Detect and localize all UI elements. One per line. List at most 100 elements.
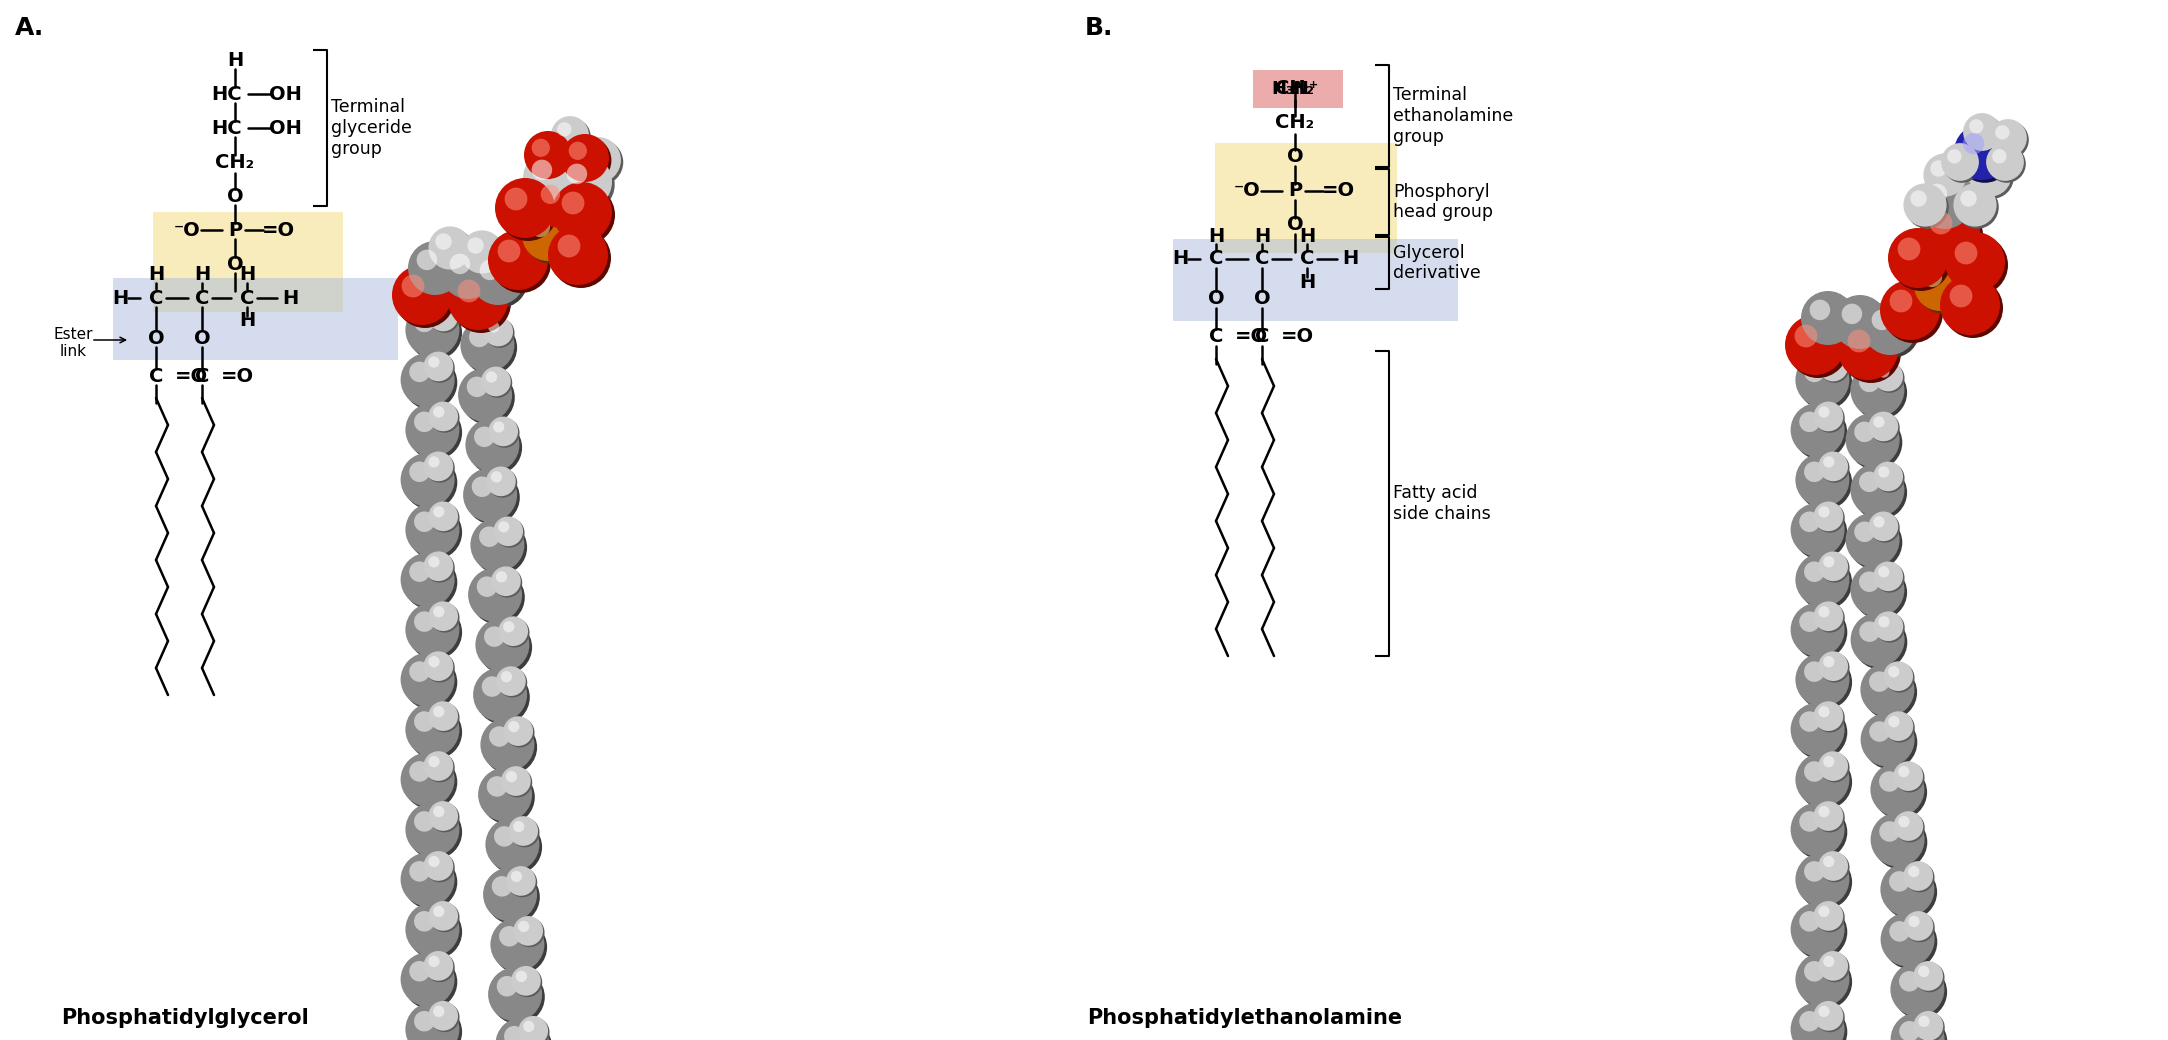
- Circle shape: [509, 817, 540, 848]
- Circle shape: [1943, 145, 1982, 183]
- Circle shape: [1799, 911, 1819, 932]
- Circle shape: [525, 131, 572, 179]
- Circle shape: [518, 920, 529, 932]
- Circle shape: [1819, 1006, 1830, 1017]
- Text: =O: =O: [262, 220, 295, 239]
- Circle shape: [1819, 651, 1847, 681]
- Text: H: H: [147, 265, 165, 285]
- Circle shape: [1819, 451, 1847, 482]
- Circle shape: [1875, 563, 1904, 593]
- Circle shape: [1867, 304, 1919, 358]
- Circle shape: [1914, 1013, 1945, 1040]
- Circle shape: [496, 668, 527, 698]
- Circle shape: [1851, 363, 1904, 417]
- Circle shape: [444, 248, 499, 302]
- Circle shape: [1795, 853, 1849, 907]
- Circle shape: [1819, 551, 1847, 581]
- Circle shape: [429, 556, 440, 568]
- Circle shape: [473, 476, 492, 497]
- Circle shape: [1860, 662, 1914, 717]
- Text: H: H: [1342, 250, 1357, 268]
- Circle shape: [1943, 278, 2003, 338]
- Circle shape: [583, 145, 601, 162]
- Circle shape: [1962, 113, 2001, 151]
- Circle shape: [555, 139, 572, 157]
- Circle shape: [1819, 753, 1849, 782]
- Circle shape: [449, 254, 470, 275]
- Circle shape: [555, 185, 616, 245]
- Circle shape: [1862, 666, 1917, 720]
- Circle shape: [1854, 566, 1908, 620]
- Circle shape: [488, 967, 542, 1021]
- Circle shape: [1862, 301, 1917, 355]
- Circle shape: [1880, 862, 1934, 916]
- Text: H: H: [1253, 227, 1270, 245]
- Circle shape: [429, 603, 460, 632]
- Circle shape: [1919, 966, 1930, 978]
- Circle shape: [1888, 717, 1899, 727]
- Circle shape: [434, 606, 444, 618]
- Circle shape: [1914, 1011, 1943, 1040]
- Text: C: C: [1255, 328, 1268, 346]
- Circle shape: [429, 856, 440, 867]
- Circle shape: [546, 132, 594, 178]
- Text: H: H: [1299, 227, 1316, 245]
- Circle shape: [1962, 133, 1984, 154]
- Circle shape: [483, 626, 505, 647]
- Circle shape: [468, 568, 522, 622]
- Text: P: P: [1288, 182, 1303, 201]
- Circle shape: [1793, 505, 1847, 560]
- Circle shape: [408, 241, 462, 295]
- Circle shape: [481, 367, 512, 396]
- Circle shape: [429, 803, 460, 832]
- Circle shape: [1862, 716, 1917, 770]
- Circle shape: [470, 518, 525, 572]
- Circle shape: [1927, 184, 1947, 204]
- Circle shape: [1838, 320, 1897, 380]
- Circle shape: [1845, 413, 1899, 467]
- Text: HC: HC: [212, 84, 243, 104]
- Text: C: C: [241, 288, 254, 308]
- Circle shape: [405, 603, 460, 656]
- Text: O: O: [228, 186, 243, 206]
- Circle shape: [503, 1025, 525, 1040]
- Circle shape: [1819, 953, 1849, 982]
- Circle shape: [568, 141, 588, 160]
- Circle shape: [423, 651, 453, 681]
- Circle shape: [475, 618, 529, 672]
- Circle shape: [429, 503, 460, 532]
- Circle shape: [1906, 862, 1934, 892]
- Text: H₃N⁺: H₃N⁺: [1270, 80, 1318, 98]
- Circle shape: [410, 362, 429, 382]
- Circle shape: [1804, 861, 1825, 882]
- Circle shape: [492, 876, 512, 896]
- Circle shape: [1799, 412, 1819, 432]
- Circle shape: [1854, 421, 1875, 442]
- Circle shape: [429, 457, 440, 468]
- Circle shape: [1880, 822, 1899, 841]
- Circle shape: [1797, 555, 1851, 609]
- Text: C: C: [150, 366, 163, 386]
- Circle shape: [1871, 812, 1925, 866]
- Circle shape: [405, 703, 460, 757]
- Text: ⁻O: ⁻O: [1234, 182, 1260, 201]
- Circle shape: [408, 605, 462, 659]
- Text: OH: OH: [269, 84, 301, 104]
- Circle shape: [414, 612, 434, 632]
- Circle shape: [410, 761, 429, 782]
- Circle shape: [1804, 761, 1825, 782]
- Circle shape: [405, 1003, 460, 1040]
- Text: H: H: [193, 265, 210, 285]
- Circle shape: [492, 920, 546, 974]
- Circle shape: [483, 368, 512, 397]
- Circle shape: [429, 756, 440, 768]
- Circle shape: [410, 861, 429, 882]
- Circle shape: [503, 621, 514, 632]
- Circle shape: [1988, 120, 2027, 157]
- Circle shape: [403, 555, 457, 609]
- Circle shape: [1986, 144, 2025, 181]
- Circle shape: [1793, 406, 1847, 460]
- Circle shape: [416, 250, 438, 270]
- Circle shape: [481, 676, 503, 697]
- Text: =O: =O: [1322, 182, 1355, 201]
